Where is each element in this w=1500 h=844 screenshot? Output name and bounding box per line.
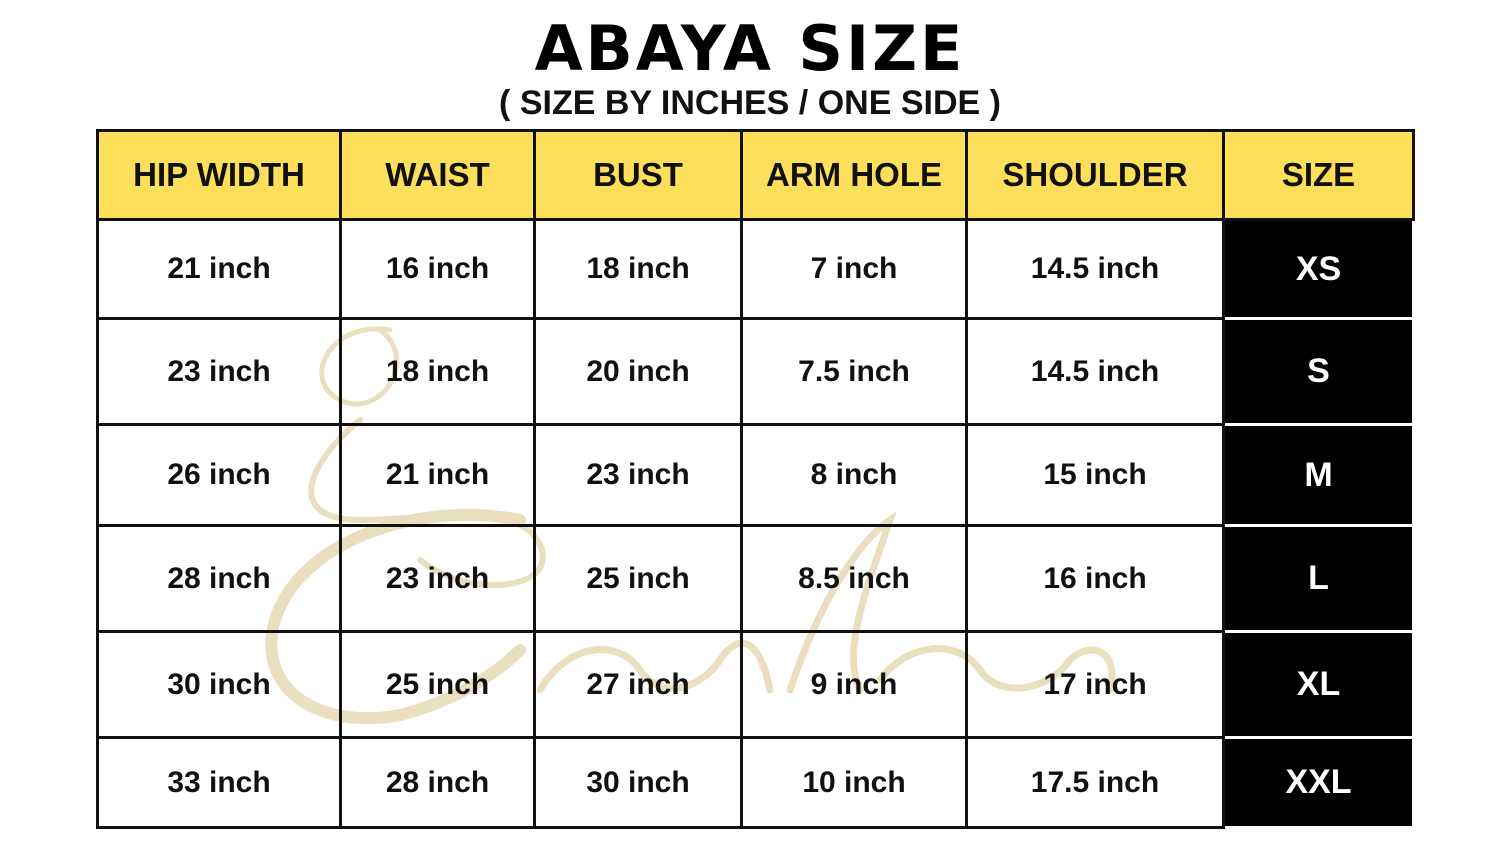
measurement-cell: 21 inch: [96, 218, 342, 320]
size-label: XS: [1222, 218, 1415, 320]
measurement-cell: 28 inch: [96, 524, 342, 633]
table-row: 33 inch 28 inch 30 inch 10 inch 17.5 inch XXL: [96, 736, 1415, 829]
measurement-cell: 18 inch: [533, 218, 743, 320]
measurement-cell: 26 inch: [96, 423, 342, 527]
table-row: 28 inch 23 inch 25 inch 8.5 inch 16 inch L: [96, 524, 1415, 633]
table-row: 26 inch 21 inch 23 inch 8 inch 15 inch M: [96, 423, 1415, 527]
table-row: 21 inch 16 inch 18 inch 7 inch 14.5 inch XS: [96, 218, 1415, 320]
measurement-cell: 17 inch: [965, 630, 1225, 739]
column-header: ARM HOLE: [740, 129, 968, 221]
table-header-row: HIP WIDTH WAIST BUST ARM HOLE SHOULDER SIZE: [96, 129, 1415, 221]
measurement-cell: 16 inch: [339, 218, 536, 320]
measurement-cell: 30 inch: [533, 736, 743, 829]
measurement-cell: 7.5 inch: [740, 317, 968, 426]
column-header: HIP WIDTH: [96, 129, 342, 221]
table-row: 30 inch 25 inch 27 inch 9 inch 17 inch XL: [96, 630, 1415, 739]
column-header: SIZE: [1222, 129, 1415, 221]
measurement-cell: 20 inch: [533, 317, 743, 426]
measurement-cell: 18 inch: [339, 317, 536, 426]
measurement-cell: 30 inch: [96, 630, 342, 739]
measurement-cell: 25 inch: [339, 630, 536, 739]
measurement-cell: 25 inch: [533, 524, 743, 633]
size-label: S: [1222, 317, 1415, 426]
column-header: SHOULDER: [965, 129, 1225, 221]
size-label: XL: [1222, 630, 1415, 739]
measurement-cell: 7 inch: [740, 218, 968, 320]
measurement-cell: 9 inch: [740, 630, 968, 739]
table-row: 23 inch 18 inch 20 inch 7.5 inch 14.5 inch S: [96, 317, 1415, 426]
column-header: BUST: [533, 129, 743, 221]
measurement-cell: 23 inch: [96, 317, 342, 426]
measurement-cell: 21 inch: [339, 423, 536, 527]
column-header: WAIST: [339, 129, 536, 221]
measurement-cell: 15 inch: [965, 423, 1225, 527]
size-label: XXL: [1222, 736, 1415, 829]
measurement-cell: 8 inch: [740, 423, 968, 527]
measurement-cell: 10 inch: [740, 736, 968, 829]
measurement-cell: 33 inch: [96, 736, 342, 829]
size-label: M: [1222, 423, 1415, 527]
measurement-cell: 23 inch: [339, 524, 536, 633]
measurement-cell: 14.5 inch: [965, 218, 1225, 320]
measurement-cell: 14.5 inch: [965, 317, 1225, 426]
size-chart-table: HIP WIDTH WAIST BUST ARM HOLE SHOULDER SIZE 2…: [96, 129, 1415, 829]
measurement-cell: 16 inch: [965, 524, 1225, 633]
measurement-cell: 8.5 inch: [740, 524, 968, 633]
measurement-cell: 27 inch: [533, 630, 743, 739]
measurement-cell: 28 inch: [339, 736, 536, 829]
size-label: L: [1222, 524, 1415, 633]
measurement-cell: 23 inch: [533, 423, 743, 527]
page-title: ABAYA SIZE: [534, 12, 966, 85]
measurement-cell: 17.5 inch: [965, 736, 1225, 829]
page-subtitle: ( SIZE BY INCHES / ONE SIDE ): [499, 84, 1001, 122]
